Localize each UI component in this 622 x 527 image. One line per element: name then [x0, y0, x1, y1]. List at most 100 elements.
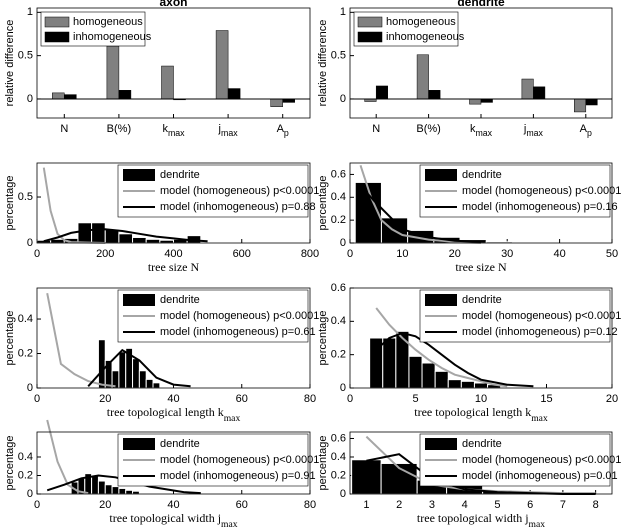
x-tick-label: 40	[553, 248, 565, 260]
x-tick-label: 1	[363, 499, 369, 511]
legend-label: model (inhomogeneous) p=0.91	[160, 470, 316, 482]
x-tick-label: kmax	[470, 123, 493, 138]
axes-box	[36, 287, 311, 389]
axes-box	[36, 162, 311, 244]
model-line	[359, 164, 482, 244]
hist-bar	[395, 330, 410, 389]
x-tick-label: 60	[236, 393, 248, 405]
hist-bar	[118, 487, 127, 495]
x-tick-label: 30	[501, 248, 513, 260]
y-tick-label: 0.5	[331, 50, 346, 62]
hist-bar	[91, 474, 99, 495]
bar	[533, 86, 546, 100]
x-tick-label: Ap	[580, 123, 592, 138]
chart-title: dendrite	[457, 0, 505, 9]
x-axis-label: tree size N	[148, 260, 200, 274]
hist-bar	[152, 382, 161, 389]
hist-bar	[132, 358, 140, 389]
x-tick-label: B(%)	[416, 123, 440, 135]
hist-bar	[159, 239, 175, 244]
x-tick-label: 10	[475, 393, 487, 405]
bar	[521, 78, 534, 100]
legend-label: model (homogeneous) p<0.0001	[160, 185, 319, 197]
legend-label: inhomogeneous	[386, 31, 465, 43]
x-tick-label: 20	[449, 248, 461, 260]
y-tick-label: 0.2	[18, 469, 33, 481]
hist-bar	[473, 382, 489, 389]
hist-bar	[421, 362, 436, 389]
y-tick-label: 0	[27, 382, 33, 394]
y-tick-label: 0.4	[331, 191, 346, 203]
model-line	[43, 228, 208, 243]
axes-box	[349, 162, 613, 244]
x-tick-label: 0	[34, 248, 40, 260]
hist-bar	[447, 379, 462, 389]
x-tick-label: 0	[347, 393, 353, 405]
bar	[52, 92, 65, 100]
bar	[375, 85, 388, 100]
x-axis-label: tree topological width jmax	[109, 511, 237, 527]
bar	[480, 98, 493, 103]
bar	[215, 30, 229, 100]
bar	[469, 98, 482, 105]
bar	[118, 90, 132, 100]
y-tick-label: 0.2	[331, 349, 346, 361]
hist-bar	[351, 459, 382, 495]
legend-label: model (homogeneous) p<0.0001	[462, 310, 621, 322]
legend-swatch	[357, 31, 383, 43]
x-tick-label: 4	[462, 499, 468, 511]
legend-label: inhomogeneous	[73, 31, 152, 43]
legend-swatch	[123, 438, 155, 450]
y-axis-label: percentage	[4, 175, 16, 230]
x-tick-label: 400	[164, 248, 182, 260]
y-tick-label: 0.6	[331, 432, 346, 444]
legend-label: model (homogeneous) p<0.0001	[462, 185, 621, 197]
x-axis-label: tree topological length kmax	[107, 405, 241, 424]
hist-bar	[132, 236, 147, 244]
x-tick-label: 20	[99, 499, 111, 511]
model-line	[46, 419, 89, 495]
hist-bar	[97, 480, 106, 495]
model-line	[375, 331, 534, 388]
x-axis-label: tree topological width jmax	[417, 511, 545, 527]
axes-box	[36, 7, 311, 119]
x-tick-label: 7	[560, 499, 566, 511]
y-tick-label: 0	[340, 488, 346, 500]
hist-bar	[125, 489, 134, 495]
hist-bar	[434, 370, 449, 389]
hist-bar	[50, 238, 65, 244]
model-line	[42, 167, 106, 244]
legend-swatch	[425, 169, 457, 181]
x-tick-label: 5	[494, 499, 500, 511]
y-tick-label: 0	[340, 382, 346, 394]
x-tick-label: 0	[347, 248, 353, 260]
legend-swatch	[425, 294, 457, 306]
legend-swatch	[357, 16, 383, 28]
legend-label: model (inhomogeneous) p=0.88	[160, 201, 316, 213]
chart-title: axon	[159, 0, 187, 9]
x-tick-label: 5	[412, 393, 418, 405]
y-axis-label: percentage	[4, 435, 16, 490]
y-tick-label: 0.4	[18, 451, 33, 463]
x-tick-label: 10	[396, 248, 408, 260]
legend-label: dendrite	[462, 169, 502, 181]
hist-bar	[97, 339, 106, 389]
x-tick-label: jmax	[523, 123, 544, 138]
x-tick-label: N	[372, 123, 380, 135]
hist-bar	[460, 380, 475, 389]
legend-label: model (inhomogeneous) p=0.61	[160, 326, 316, 338]
axes-box	[36, 431, 311, 495]
x-tick-label: Ap	[277, 123, 289, 138]
bar	[106, 45, 120, 100]
legend-label: homogeneous	[386, 16, 456, 28]
y-tick-label: 0.5	[18, 50, 33, 62]
legend-swatch	[44, 31, 70, 43]
y-tick-label: 0.4	[18, 313, 33, 325]
y-tick-label: 0	[27, 237, 33, 249]
x-tick-label: 800	[301, 248, 319, 260]
y-tick-label: 0	[27, 488, 33, 500]
y-tick-label: 0.6	[331, 282, 346, 294]
legend-label: model (homogeneous) p<0.0001	[462, 454, 621, 466]
legend-label: model (homogeneous) p<0.0001	[160, 310, 319, 322]
legend-label: model (inhomogeneous) p=0.12	[462, 326, 618, 338]
